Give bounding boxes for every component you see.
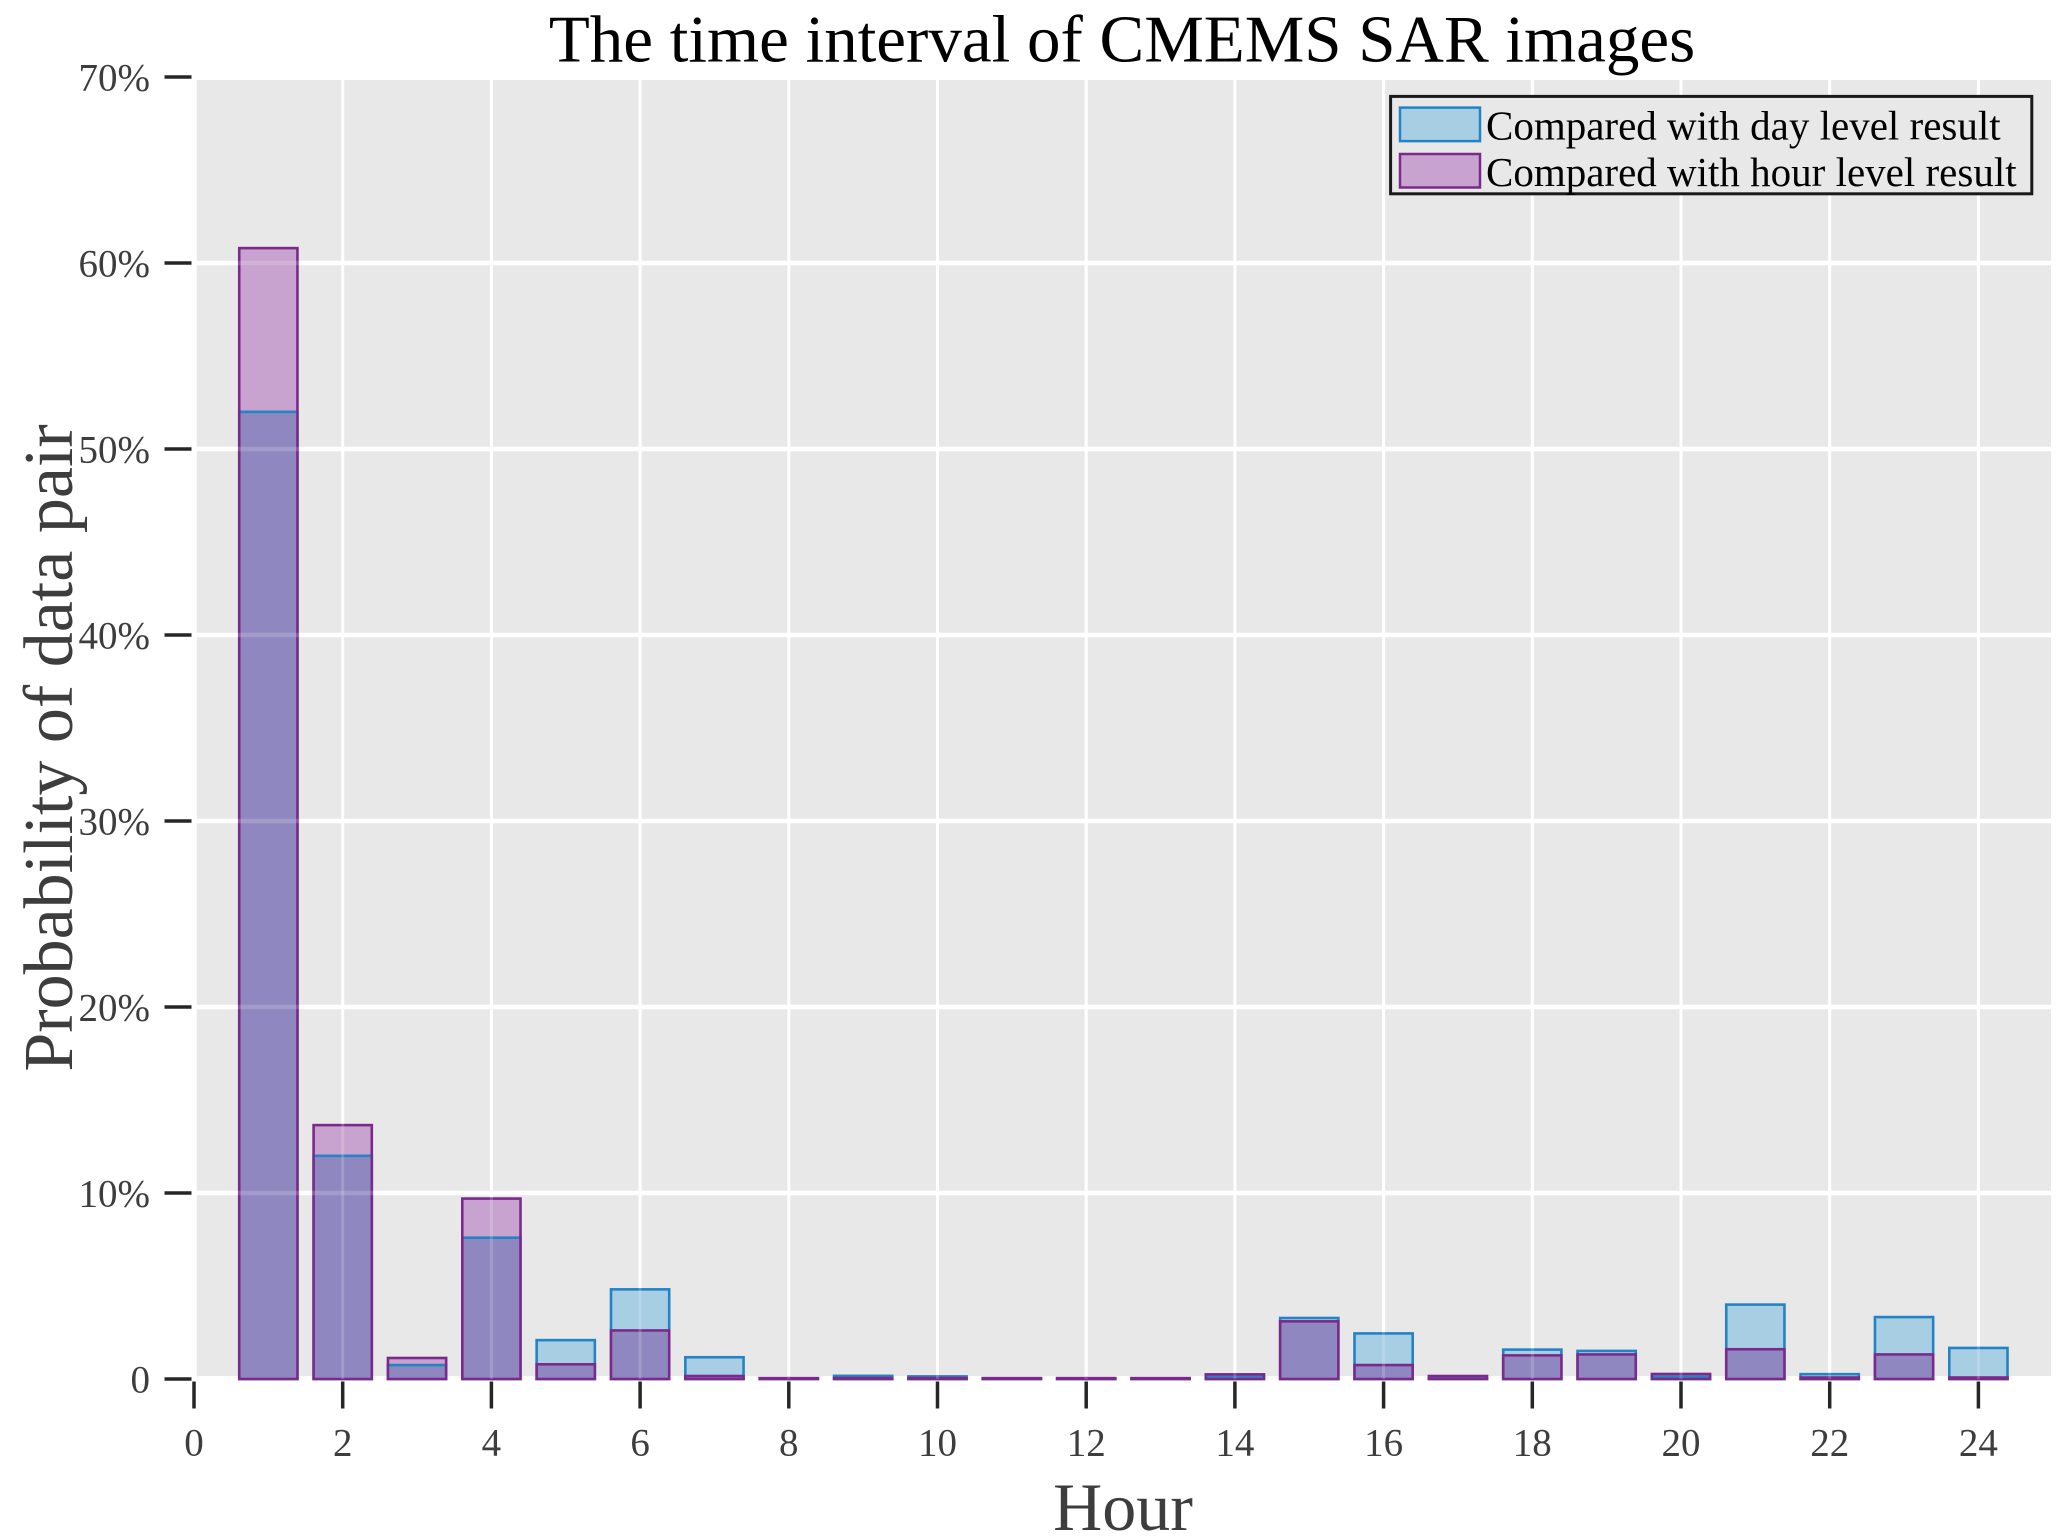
svg-text:Probability of data pair: Probability of data pair bbox=[11, 424, 88, 1071]
svg-text:6: 6 bbox=[630, 1422, 650, 1465]
svg-text:Hour: Hour bbox=[1053, 1469, 1193, 1539]
svg-text:40%: 40% bbox=[79, 615, 151, 658]
svg-text:20%: 20% bbox=[79, 987, 151, 1030]
svg-text:22: 22 bbox=[1810, 1422, 1849, 1465]
svg-text:16: 16 bbox=[1364, 1422, 1403, 1465]
svg-text:50%: 50% bbox=[79, 429, 151, 472]
svg-text:0: 0 bbox=[184, 1422, 204, 1465]
svg-text:30%: 30% bbox=[79, 801, 151, 844]
svg-text:18: 18 bbox=[1513, 1422, 1552, 1465]
svg-text:10%: 10% bbox=[79, 1173, 151, 1216]
svg-text:60%: 60% bbox=[79, 243, 151, 286]
svg-text:The time interval of CMEMS SAR: The time interval of CMEMS SAR images bbox=[549, 3, 1695, 77]
svg-text:70%: 70% bbox=[79, 57, 151, 100]
svg-text:4: 4 bbox=[482, 1422, 502, 1465]
svg-text:8: 8 bbox=[779, 1422, 799, 1465]
svg-text:0: 0 bbox=[131, 1359, 151, 1402]
svg-text:Compared with hour level resul: Compared with hour level result bbox=[1486, 149, 2017, 195]
svg-text:24: 24 bbox=[1959, 1422, 1998, 1465]
svg-text:14: 14 bbox=[1215, 1422, 1254, 1465]
svg-text:2: 2 bbox=[333, 1422, 353, 1465]
svg-text:Compared with day level result: Compared with day level result bbox=[1486, 103, 2001, 149]
svg-text:12: 12 bbox=[1067, 1422, 1106, 1465]
svg-text:20: 20 bbox=[1662, 1422, 1701, 1465]
svg-text:10: 10 bbox=[918, 1422, 957, 1465]
